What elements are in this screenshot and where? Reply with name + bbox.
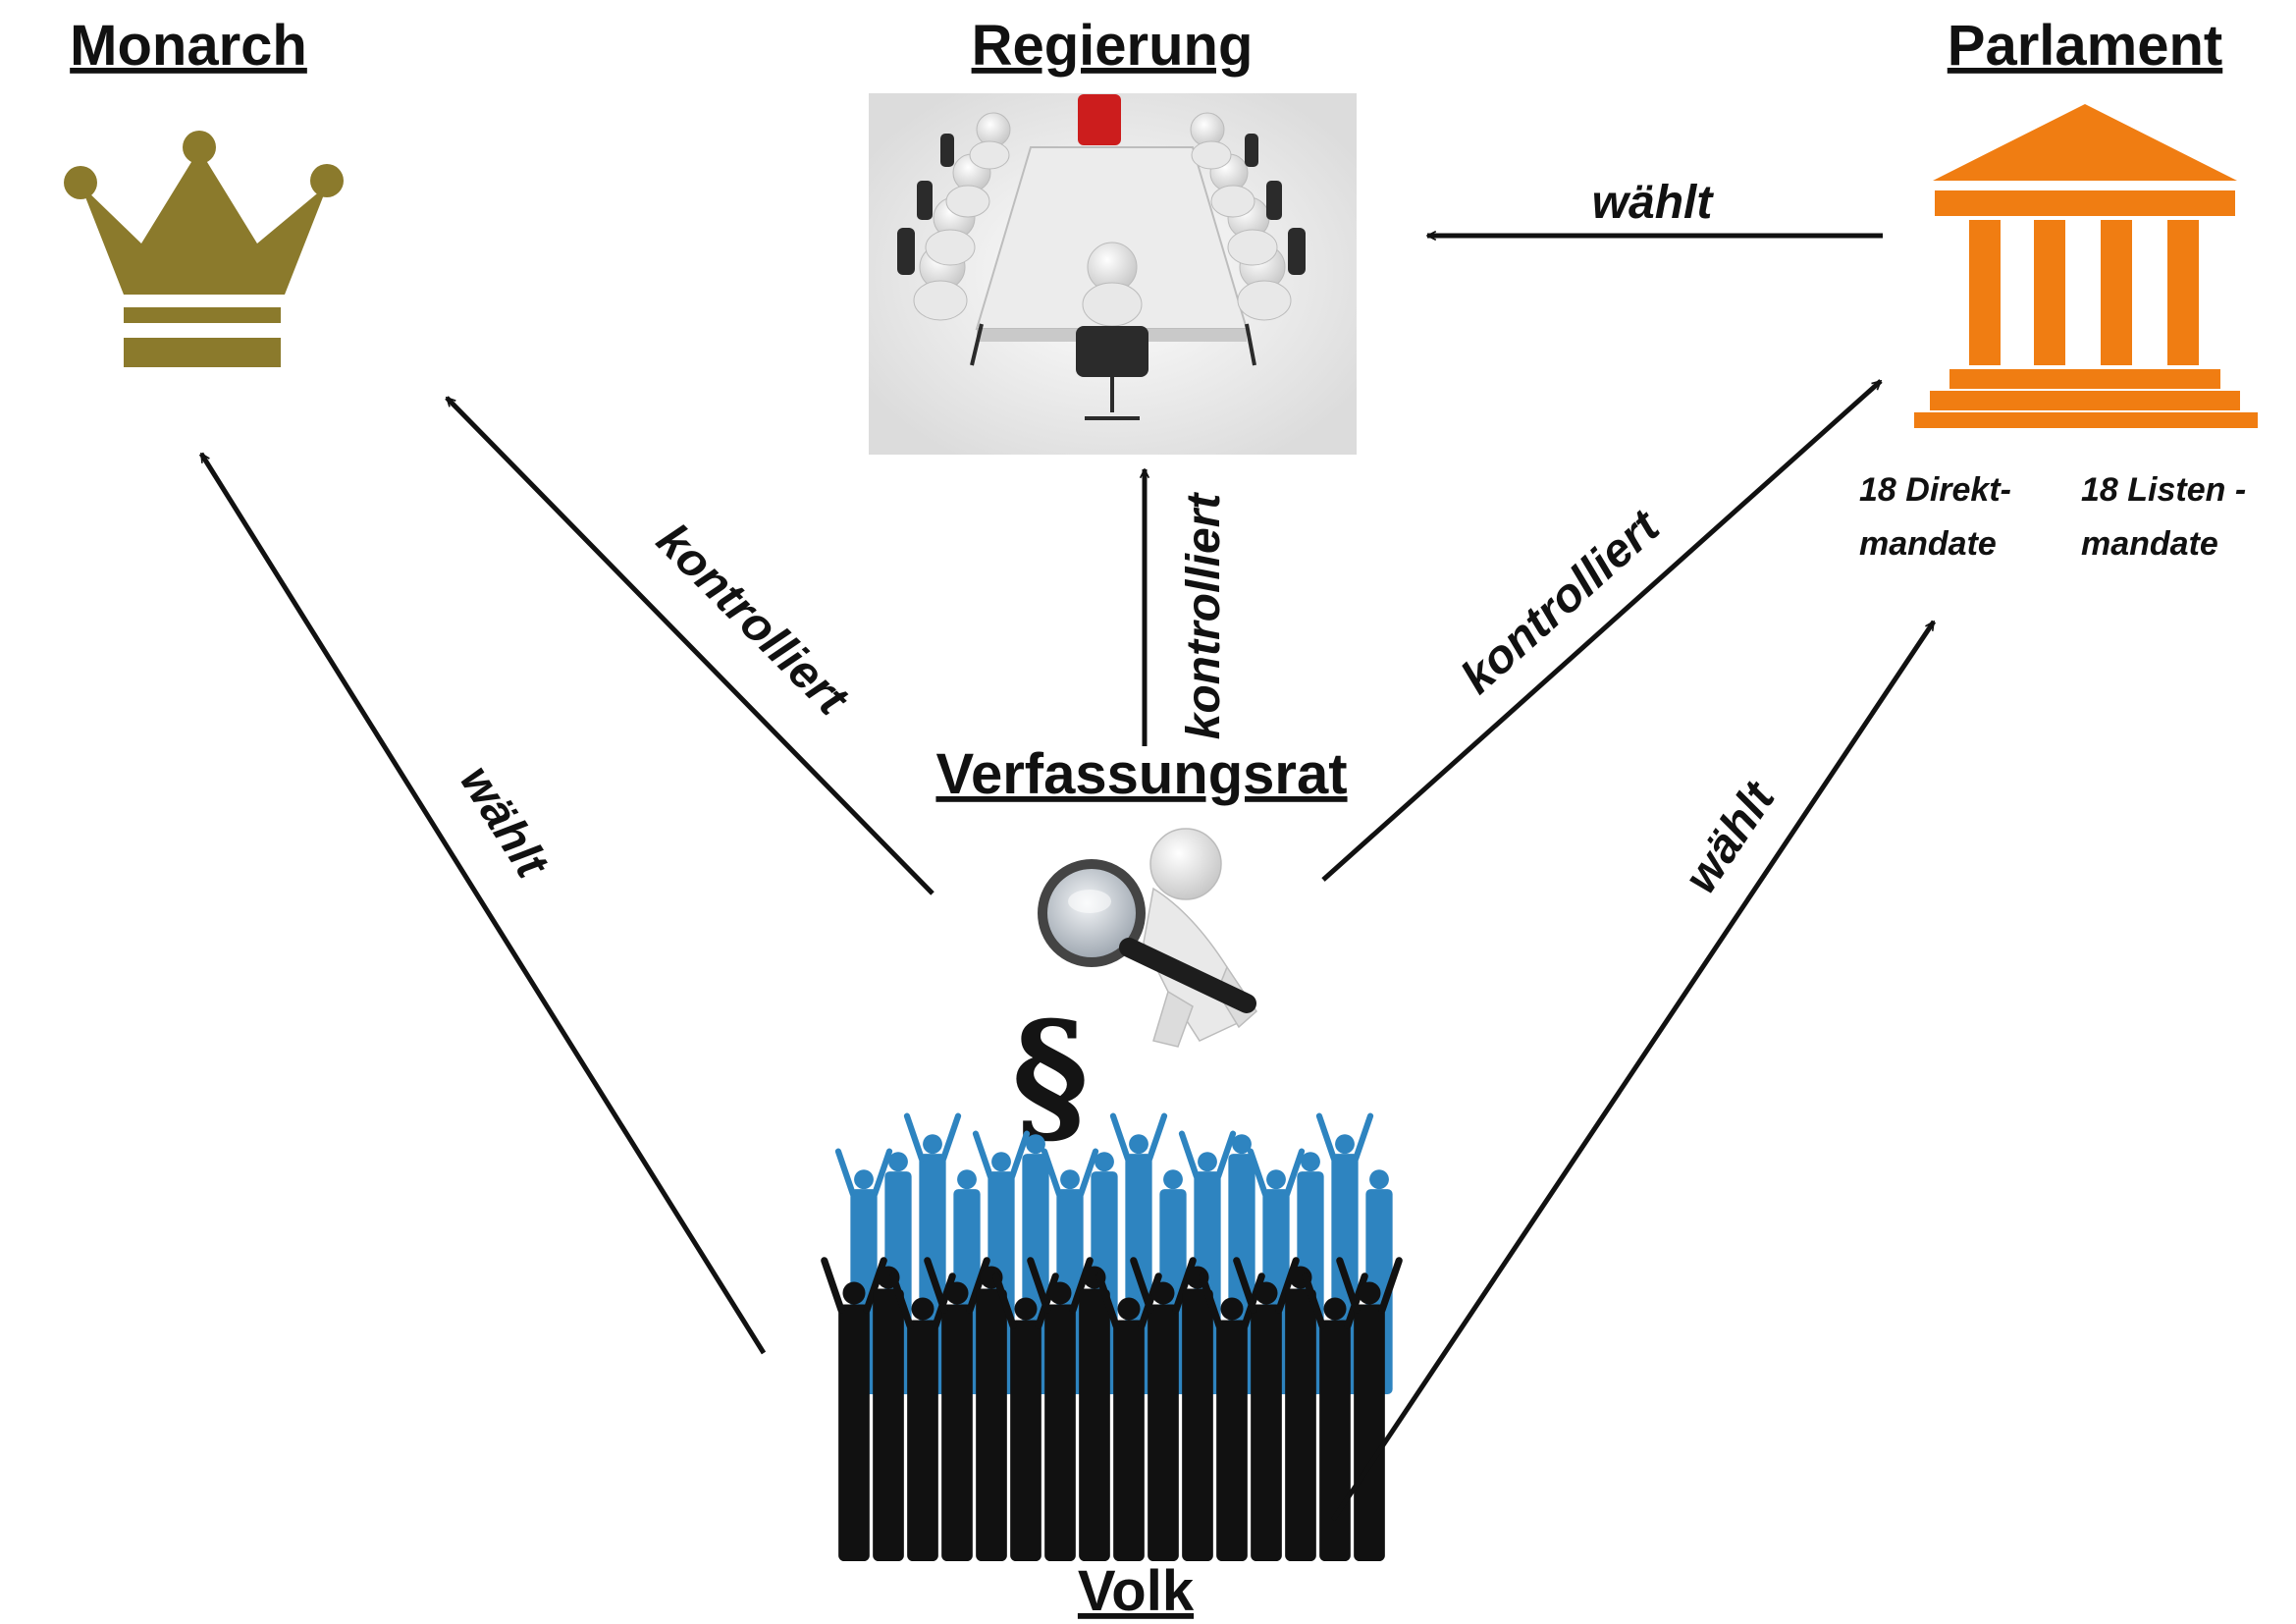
parliament-building-icon <box>1914 104 2258 428</box>
listenmandate-line-2: mandate <box>2081 525 2218 563</box>
direktmandate-line-1: 18 Direkt- <box>1859 471 2011 509</box>
volk-title: Volk <box>1078 1559 1195 1623</box>
edges <box>198 236 1937 1522</box>
edge-verfassungsrat-monarch <box>445 396 934 895</box>
label-parlament-waehlt: wählt <box>1592 177 1715 229</box>
parlament-notes: 18 Direkt- mandate 18 Listen - mandate <box>1859 471 2246 563</box>
label-kontrolliert-parlament: kontrolliert <box>1452 500 1671 704</box>
parlament-title: Parlament <box>1948 14 2222 78</box>
direktmandate-line-2: mandate <box>1859 525 1997 563</box>
meeting-table-icon <box>869 93 1357 455</box>
regierung-title: Regierung <box>972 14 1254 78</box>
magnifier-paragraph-icon: § <box>1012 828 1257 1163</box>
crown-icon <box>64 131 344 367</box>
listenmandate-line-1: 18 Listen - <box>2081 471 2246 509</box>
edge-verfassungsrat-parlament <box>1321 379 1883 882</box>
label-volk-waehlt-parlament: wählt <box>1675 772 1787 902</box>
crowd-icon <box>821 1112 1403 1561</box>
edge-volk-parlament <box>1330 622 1937 1522</box>
label-kontrolliert-regierung: kontrolliert <box>1178 492 1230 740</box>
monarch-title: Monarch <box>70 14 307 78</box>
verfassungsrat-title: Verfassungsrat <box>935 742 1347 806</box>
edge-volk-monarch <box>198 454 767 1355</box>
label-volk-waehlt-monarch: wählt <box>450 757 559 889</box>
label-kontrolliert-monarch: kontrolliert <box>647 514 859 727</box>
